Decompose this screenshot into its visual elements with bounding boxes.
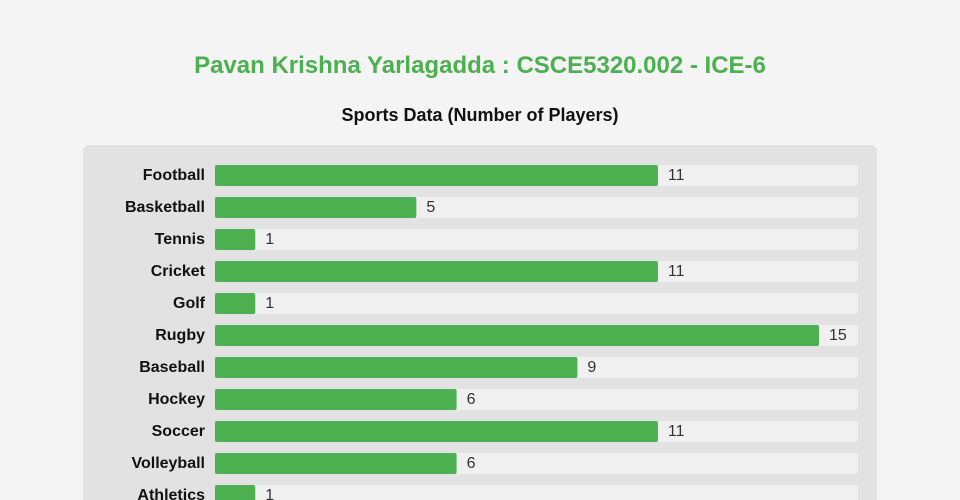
- page-title: Pavan Krishna Yarlagadda : CSCE5320.002 …: [194, 52, 766, 79]
- category-label-athletics: Athletics: [137, 487, 205, 500]
- value-label-soccer: 11: [668, 423, 685, 440]
- bar-cricket: [215, 261, 658, 282]
- value-label-tennis: 1: [265, 231, 274, 248]
- value-label-volleyball: 6: [467, 455, 476, 472]
- chart-title: Sports Data (Number of Players): [341, 105, 619, 125]
- category-label-soccer: Soccer: [152, 423, 205, 440]
- value-label-golf: 1: [265, 295, 274, 312]
- category-label-basketball: Basketball: [125, 199, 205, 216]
- value-label-rugby: 15: [829, 327, 847, 344]
- value-label-baseball: 9: [587, 359, 596, 376]
- category-label-tennis: Tennis: [155, 231, 205, 248]
- value-label-athletics: 1: [265, 487, 274, 500]
- chart-card: Football 11 Basketball 5 Tennis 1 Cricket 11 Gol…: [83, 145, 877, 500]
- bar-hockey: [215, 389, 457, 410]
- bar-rugby: [215, 325, 819, 346]
- bar-golf: [215, 293, 256, 314]
- bar-track-golf: [215, 293, 858, 314]
- category-label-hockey: Hockey: [148, 391, 205, 408]
- value-label-basketball: 5: [426, 199, 435, 216]
- category-label-golf: Golf: [173, 295, 206, 312]
- bar-track-athletics: [215, 485, 858, 500]
- bar-soccer: [215, 421, 658, 442]
- bar-football: [215, 165, 658, 186]
- value-label-football: 11: [668, 167, 685, 184]
- bar-tennis: [215, 229, 256, 250]
- bar-basketball: [215, 197, 417, 218]
- category-label-rugby: Rugby: [155, 327, 205, 344]
- category-label-baseball: Baseball: [139, 359, 205, 376]
- category-label-cricket: Cricket: [151, 263, 206, 280]
- value-label-hockey: 6: [467, 391, 476, 408]
- bar-track-tennis: [215, 229, 858, 250]
- bar-volleyball: [215, 453, 457, 474]
- category-label-football: Football: [143, 167, 205, 184]
- bar-baseball: [215, 357, 578, 378]
- value-label-cricket: 11: [668, 263, 685, 280]
- category-label-volleyball: Volleyball: [131, 455, 205, 472]
- bar-athletics: [215, 485, 256, 500]
